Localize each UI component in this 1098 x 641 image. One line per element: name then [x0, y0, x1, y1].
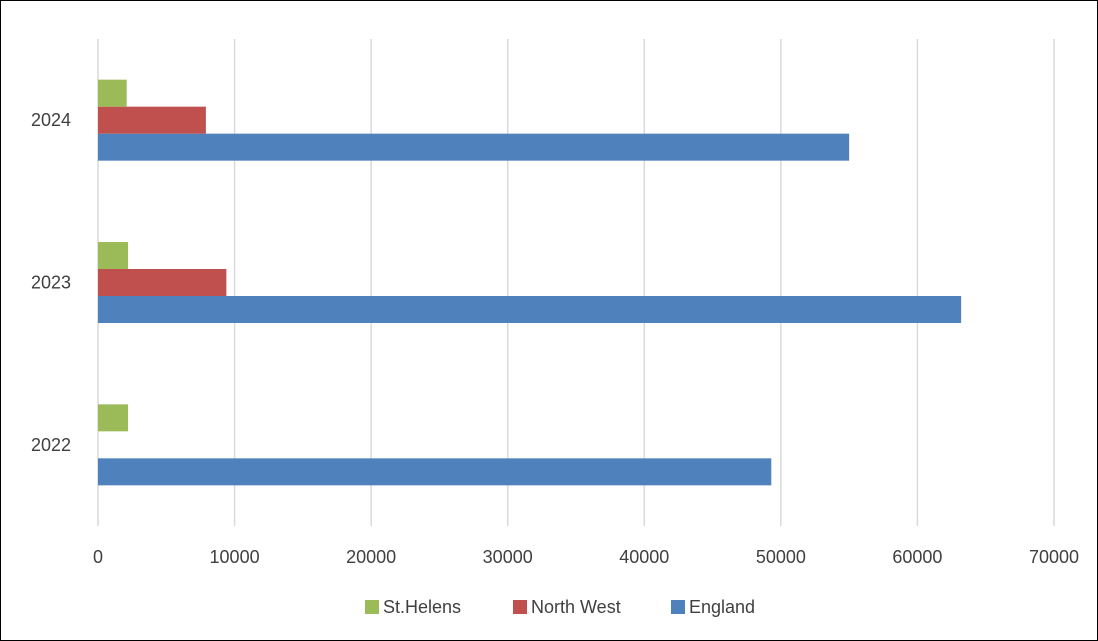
- x-tick-label-50000: 50000: [756, 547, 806, 567]
- y-category-label-2024: 2024: [31, 110, 71, 130]
- legend-swatch-england: [671, 600, 685, 614]
- bar-england-2022: [98, 458, 772, 486]
- y-category-label-2023: 2023: [31, 273, 71, 293]
- gridlines: [97, 39, 1055, 526]
- x-tick-label-70000: 70000: [1029, 547, 1079, 567]
- bar-north-west-2024: [98, 106, 206, 134]
- y-category-label-2022: 2022: [31, 435, 71, 455]
- legend: St.Helens North West England: [365, 597, 755, 617]
- x-tick-label-30000: 30000: [483, 547, 533, 567]
- bar-st-helens-2022: [98, 404, 129, 432]
- x-tick-label-60000: 60000: [892, 547, 942, 567]
- legend-swatch-north-west: [513, 600, 527, 614]
- bar-st-helens-2024: [98, 79, 127, 107]
- x-tick-label-40000: 40000: [619, 547, 669, 567]
- x-tick-label-20000: 20000: [346, 547, 396, 567]
- x-axis-tick-labels: 0 10000 20000 30000 40000 50000 60000 70000: [93, 547, 1079, 567]
- x-tick-label-10000: 10000: [210, 547, 260, 567]
- legend-label-england: England: [689, 597, 755, 617]
- bar-england-2024: [98, 133, 850, 161]
- bar-england-2023: [98, 296, 962, 323]
- bars: [98, 79, 962, 486]
- legend-swatch-st-helens: [365, 600, 379, 614]
- legend-label-st-helens: St.Helens: [383, 597, 461, 617]
- bar-st-helens-2023: [98, 242, 129, 269]
- x-tick-label-0: 0: [93, 547, 103, 567]
- legend-label-north-west: North West: [531, 597, 621, 617]
- y-axis-category-labels: 2022 2023 2024: [31, 110, 71, 455]
- bar-north-west-2023: [98, 269, 227, 296]
